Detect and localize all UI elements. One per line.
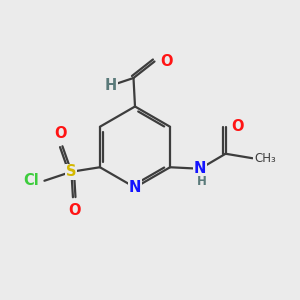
Text: N: N <box>194 161 206 176</box>
Text: Cl: Cl <box>23 173 39 188</box>
Text: O: O <box>55 126 67 141</box>
Text: CH₃: CH₃ <box>254 152 276 165</box>
Text: H: H <box>105 78 117 93</box>
Text: S: S <box>66 164 77 179</box>
Text: H: H <box>196 175 206 188</box>
Text: N: N <box>129 180 141 195</box>
Text: O: O <box>68 203 81 218</box>
Text: O: O <box>160 54 172 69</box>
Text: O: O <box>231 119 244 134</box>
